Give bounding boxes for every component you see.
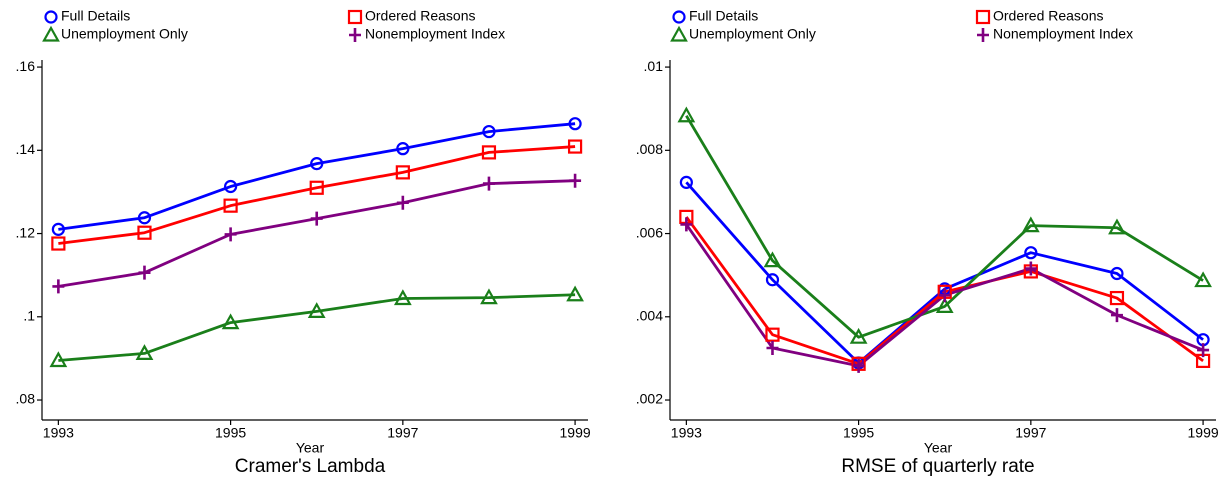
legend-label: Ordered Reasons <box>993 8 1104 24</box>
y-tick-label: .008 <box>636 141 663 157</box>
marker-square <box>309 180 324 195</box>
marker-square <box>51 236 66 251</box>
marker-triangle <box>221 313 240 330</box>
chart-title: Cramer's Lambda <box>235 456 386 477</box>
marker-square <box>223 198 238 213</box>
marker-circle <box>44 10 58 24</box>
marker-circle <box>1110 266 1124 281</box>
marker-plus <box>680 217 693 232</box>
marker-plus <box>349 28 361 42</box>
legend-label: Nonemployment Index <box>993 26 1133 42</box>
series-line <box>685 115 1204 339</box>
marker-circle <box>679 175 693 189</box>
marker-circle <box>765 273 780 287</box>
y-tick-label: .16 <box>16 58 36 74</box>
marker-triangle <box>1108 218 1126 235</box>
marker-circle <box>51 222 65 236</box>
series-line <box>58 293 576 362</box>
x-tick-label: 1999 <box>560 425 591 441</box>
x-tick-label: 1997 <box>387 425 418 441</box>
marker-square <box>395 165 410 180</box>
legend-label: Unemployment Only <box>61 26 188 42</box>
marker-circle <box>568 117 582 131</box>
marker-square <box>1109 290 1125 306</box>
marker-square <box>347 9 363 25</box>
marker-triangle <box>393 289 412 306</box>
legend-label: Unemployment Only <box>689 26 816 42</box>
marker-circle <box>672 10 686 24</box>
marker-plus <box>138 265 151 280</box>
y-tick-label: .12 <box>16 224 36 240</box>
series-line <box>58 122 576 231</box>
marker-triangle <box>677 106 696 123</box>
marker-plus <box>482 176 495 191</box>
marker-plus <box>1197 343 1210 358</box>
marker-triangle <box>135 344 154 361</box>
marker-triangle <box>480 288 498 305</box>
y-tick-label: .08 <box>16 391 36 407</box>
marker-circle <box>224 179 238 194</box>
y-tick-label: .004 <box>636 307 663 323</box>
x-axis-label: Year <box>924 440 953 456</box>
chart-title: RMSE of quarterly rate <box>841 456 1034 477</box>
chart-panel: .002 .004 .006 .008 .01 1993 1995 1997 1999 YearR… <box>636 8 1219 477</box>
marker-plus <box>852 358 865 373</box>
x-tick-label: 1993 <box>671 425 702 441</box>
marker-triangle <box>763 251 782 268</box>
marker-circle <box>482 124 496 139</box>
marker-plus <box>1110 308 1123 323</box>
marker-triangle <box>49 351 68 368</box>
marker-square <box>975 9 991 25</box>
marker-triangle <box>1194 271 1212 288</box>
marker-plus <box>310 211 323 226</box>
legend-label: Full Details <box>689 8 758 24</box>
marker-plus <box>938 288 951 303</box>
chart-panel: .08 .1 .12 .14 .16 1993 1995 1997 1999 YearCramer… <box>16 8 591 477</box>
marker-square <box>481 145 497 160</box>
marker-square <box>137 225 152 240</box>
marker-triangle <box>1021 216 1040 233</box>
marker-circle <box>396 142 410 156</box>
legend-label: Ordered Reasons <box>365 8 476 24</box>
marker-plus <box>569 173 582 188</box>
marker-plus <box>977 28 989 42</box>
marker-plus <box>224 227 237 242</box>
x-axis-label: Year <box>296 440 325 456</box>
marker-square <box>567 139 583 154</box>
marker-plus <box>1024 261 1037 276</box>
marker-triangle <box>670 25 688 42</box>
legend-label: Full Details <box>61 8 130 24</box>
x-tick-label: 1995 <box>843 425 874 441</box>
marker-triangle <box>307 302 326 318</box>
y-tick-label: .002 <box>636 391 663 407</box>
marker-circle <box>310 157 324 171</box>
marker-circle <box>1024 246 1038 260</box>
marker-triangle <box>42 25 60 42</box>
marker-plus <box>52 279 65 294</box>
series-line <box>58 145 576 245</box>
marker-circle <box>137 211 152 225</box>
y-tick-label: .1 <box>23 307 35 323</box>
y-tick-label: .01 <box>644 58 664 74</box>
marker-square <box>765 327 780 342</box>
x-tick-label: 1997 <box>1015 425 1046 441</box>
y-tick-label: .006 <box>636 224 663 240</box>
y-tick-label: .14 <box>16 141 36 157</box>
x-tick-label: 1995 <box>215 425 246 441</box>
marker-triangle <box>849 327 868 344</box>
marker-triangle <box>935 297 954 313</box>
marker-plus <box>396 195 409 210</box>
marker-triangle <box>566 285 584 302</box>
x-tick-label: 1993 <box>43 425 74 441</box>
marker-plus <box>766 341 779 355</box>
x-tick-label: 1999 <box>1188 425 1219 441</box>
legend-label: Nonemployment Index <box>365 26 505 42</box>
